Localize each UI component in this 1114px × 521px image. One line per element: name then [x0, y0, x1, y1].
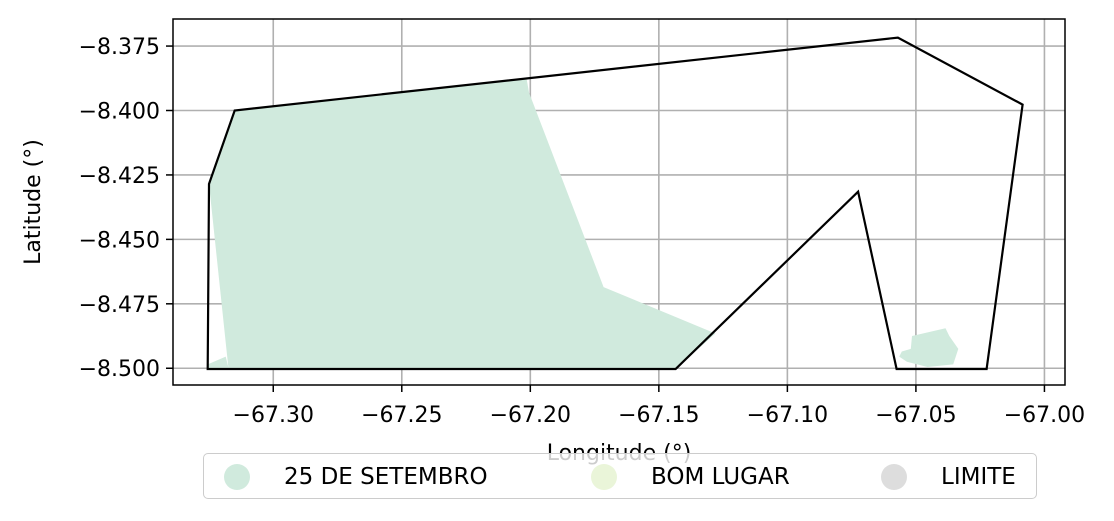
legend-label-bom-lugar: BOM LUGAR	[651, 464, 790, 490]
x-tick-label: −67.25	[361, 403, 442, 428]
y-tick-label: −8.400	[79, 100, 160, 125]
region-layer	[206, 36, 1024, 371]
legend-item-limite: LIMITE	[881, 454, 1016, 500]
legend-label-25-de-setembro: 25 DE SETEMBRO	[284, 464, 488, 490]
region-outline-limite	[206, 36, 1024, 371]
y-tick-label: −8.425	[79, 164, 160, 189]
x-tick-label: −67.05	[875, 403, 956, 428]
legend-marker-limite	[881, 464, 907, 490]
legend-marker-bom-lugar	[591, 464, 617, 490]
x-tick-label: −67.30	[233, 403, 314, 428]
axis-ticks: −67.30 −67.25 −67.20 −67.15 −67.10 −67.05 −67.…	[79, 35, 1086, 428]
map-legend: 25 DE SETEMBRO BOM LUGAR LIMITE	[203, 453, 1037, 499]
x-tick-label: −67.00	[1004, 403, 1085, 428]
x-tick-label: −67.15	[618, 403, 699, 428]
y-tick-label: −8.450	[79, 228, 160, 253]
plot-frame	[172, 18, 1066, 386]
region-25-de-setembro	[207, 78, 716, 370]
x-tick-label: −67.20	[490, 403, 571, 428]
y-tick-label: −8.500	[79, 357, 160, 382]
region-25-de-setembro	[899, 328, 959, 367]
x-tick-label: −67.10	[747, 403, 828, 428]
legend-label-limite: LIMITE	[941, 464, 1016, 490]
legend-item-25-de-setembro: 25 DE SETEMBRO	[224, 454, 488, 500]
y-tick-label: −8.475	[79, 293, 160, 318]
y-tick-label: −8.375	[79, 35, 160, 60]
legend-item-bom-lugar: BOM LUGAR	[591, 454, 790, 500]
legend-marker-25-de-setembro	[224, 464, 250, 490]
y-axis-title: Latitude (°)	[21, 139, 46, 265]
